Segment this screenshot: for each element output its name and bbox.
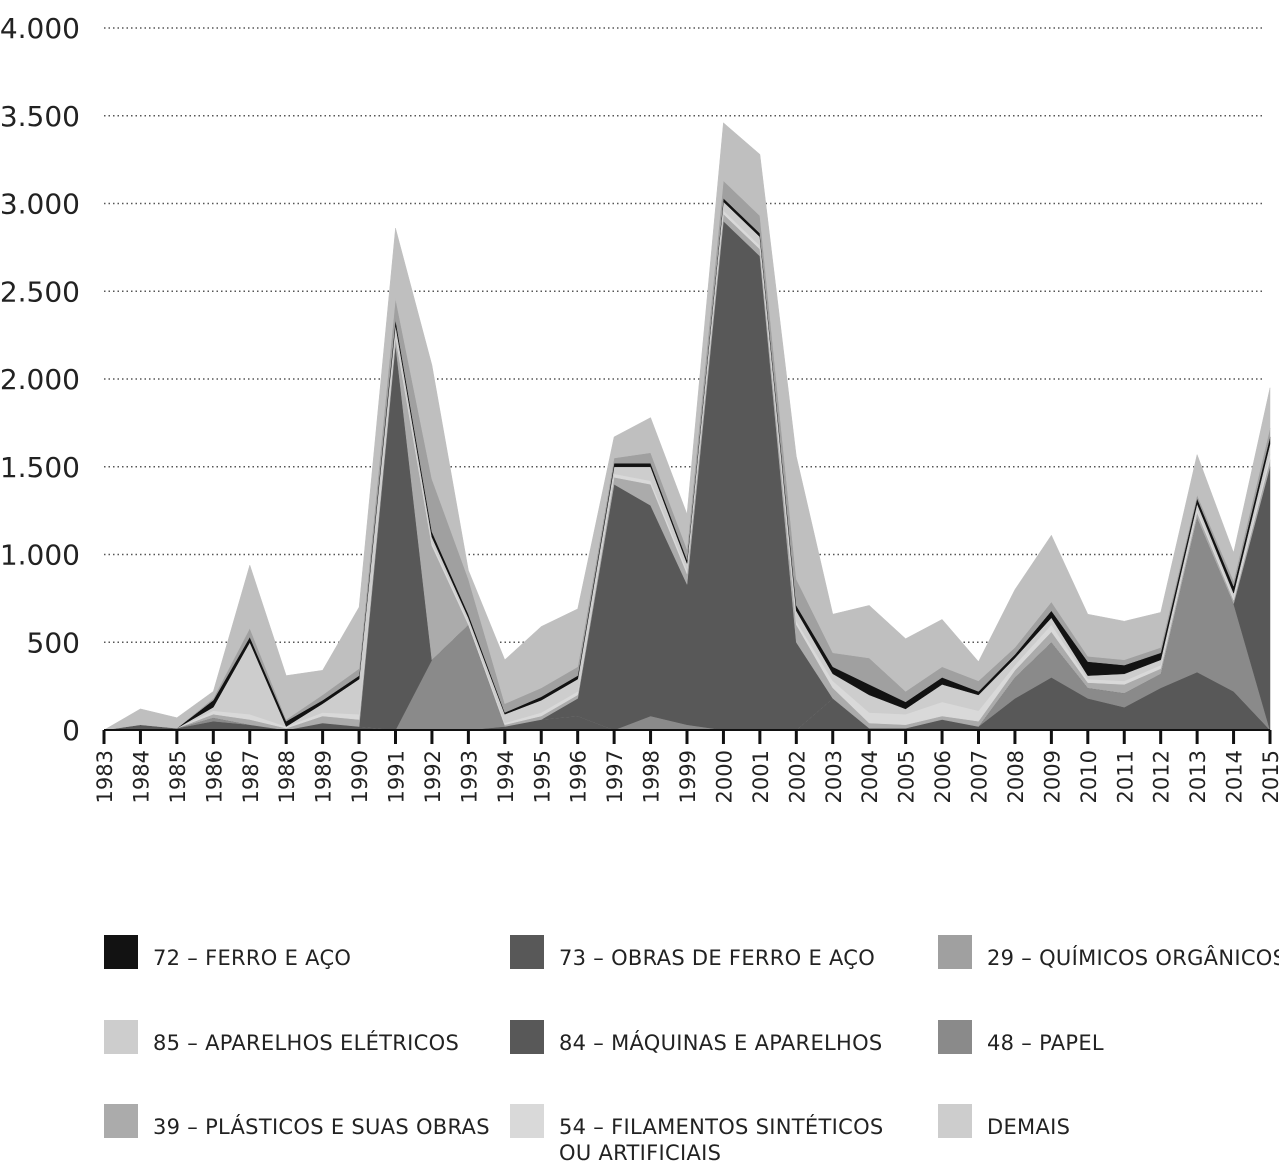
y-tick-label: 3.500 xyxy=(0,100,80,133)
legend-item-quimicos-organicos: 29 – QUÍMICOS ORGÂNICOS xyxy=(938,935,1279,971)
y-tick-label: 2.000 xyxy=(0,363,80,396)
y-tick-label: 3.000 xyxy=(0,188,80,221)
x-tick-label: 1996 xyxy=(567,750,591,803)
x-tick-label: 2002 xyxy=(785,750,809,803)
legend-swatch xyxy=(510,1020,544,1054)
x-tick-label: 2014 xyxy=(1223,750,1247,803)
legend-item-ferro-aco: 72 – FERRO E AÇO xyxy=(104,935,351,971)
legend: 72 – FERRO E AÇO 73 – OBRAS DE FERRO E A… xyxy=(0,920,1279,1166)
y-tick-label: 1.500 xyxy=(0,451,80,484)
legend-label: 48 – PAPEL xyxy=(987,1031,1104,1055)
x-tick-label: 1990 xyxy=(348,750,372,803)
legend-swatch xyxy=(938,1104,972,1138)
legend-item-filamentos: 54 – FILAMENTOS SINTÉTICOS OU ARTIFICIAI… xyxy=(510,1104,889,1166)
x-tick-label: 2008 xyxy=(1004,750,1028,803)
x-tick-label: 2011 xyxy=(1113,750,1137,803)
gridlines xyxy=(104,27,1265,643)
axes: 0 500 1.000 1.500 2.000 2.500 3.000 3.500 4.000 1… xyxy=(0,12,1279,803)
legend-swatch xyxy=(510,1104,544,1138)
x-tick-label: 1995 xyxy=(530,750,554,803)
x-tick-label: 2013 xyxy=(1186,750,1210,803)
y-tick-label: 2.500 xyxy=(0,275,80,308)
legend-label: 85 – APARELHOS ELÉTRICOS xyxy=(153,1031,460,1055)
legend-swatch xyxy=(510,935,544,969)
x-tick-label: 1988 xyxy=(275,750,299,803)
x-tick-label: 1984 xyxy=(129,750,153,803)
x-tick-label: 1998 xyxy=(640,750,664,803)
x-tick-label: 1991 xyxy=(385,750,409,803)
legend-swatch xyxy=(104,1104,138,1138)
stacked-area-chart: 0 500 1.000 1.500 2.000 2.500 3.000 3.500 4.000 1… xyxy=(0,12,1279,803)
y-tick-label: 500 xyxy=(27,626,80,659)
x-tick-label: 1994 xyxy=(494,750,518,803)
legend-label: 54 – FILAMENTOS SINTÉTICOS OU ARTIFICIAI… xyxy=(559,1115,884,1165)
x-tick-label: 2006 xyxy=(931,750,955,803)
x-tick-label: 1989 xyxy=(312,750,336,803)
area-series-group xyxy=(103,122,1271,731)
legend-label: 39 – PLÁSTICOS E SUAS OBRAS xyxy=(153,1115,490,1139)
legend-swatch xyxy=(938,935,972,969)
area-series-demais xyxy=(103,122,1271,731)
x-tick-label: 1983 xyxy=(93,750,117,803)
legend-swatch xyxy=(938,1020,972,1054)
x-tick-label: 2004 xyxy=(858,750,882,803)
x-tick-label: 2015 xyxy=(1259,750,1279,803)
legend-item-obras-ferro-aco: 73 – OBRAS DE FERRO E AÇO xyxy=(510,935,875,971)
legend-swatch xyxy=(104,935,138,969)
legend-item-papel: 48 – PAPEL xyxy=(938,1020,1104,1056)
x-tick-label: 2009 xyxy=(1040,750,1064,803)
legend-label: 84 – MÁQUINAS E APARELHOS xyxy=(559,1031,883,1055)
x-tick-label: 2012 xyxy=(1150,750,1174,803)
x-tick-label: 1987 xyxy=(239,750,263,803)
x-tick-label: 2010 xyxy=(1077,750,1101,803)
x-tick-label: 1985 xyxy=(166,750,190,803)
y-tick-label: 1.000 xyxy=(0,539,80,572)
legend-label: 73 – OBRAS DE FERRO E AÇO xyxy=(559,946,876,970)
x-tick-label: 2003 xyxy=(822,750,846,803)
x-tick-label: 2007 xyxy=(968,750,992,803)
legend-item-maquinas-aparelhos: 84 – MÁQUINAS E APARELHOS xyxy=(510,1020,883,1056)
legend-label: 29 – QUÍMICOS ORGÂNICOS xyxy=(987,946,1279,970)
x-tick-label: 1993 xyxy=(457,750,481,803)
x-tick-label: 2001 xyxy=(749,750,773,803)
legend-swatch xyxy=(104,1020,138,1054)
legend-label: 72 – FERRO E AÇO xyxy=(153,946,352,970)
y-tick-label: 4.000 xyxy=(0,12,80,45)
x-tick-label: 1997 xyxy=(603,750,627,803)
x-tick-label: 2005 xyxy=(895,750,919,803)
x-tick-label: 1999 xyxy=(676,750,700,803)
x-tick-label: 1986 xyxy=(202,750,226,803)
x-tick-label: 2000 xyxy=(712,750,736,803)
legend-item-plasticos: 39 – PLÁSTICOS E SUAS OBRAS xyxy=(104,1104,490,1140)
legend-item-aparelhos-eletricos: 85 – APARELHOS ELÉTRICOS xyxy=(104,1020,459,1056)
x-tick-label: 1992 xyxy=(421,750,445,803)
legend-label: DEMAIS xyxy=(987,1115,1071,1139)
y-tick-label: 0 xyxy=(62,714,80,747)
legend-item-demais: DEMAIS xyxy=(938,1104,1070,1140)
